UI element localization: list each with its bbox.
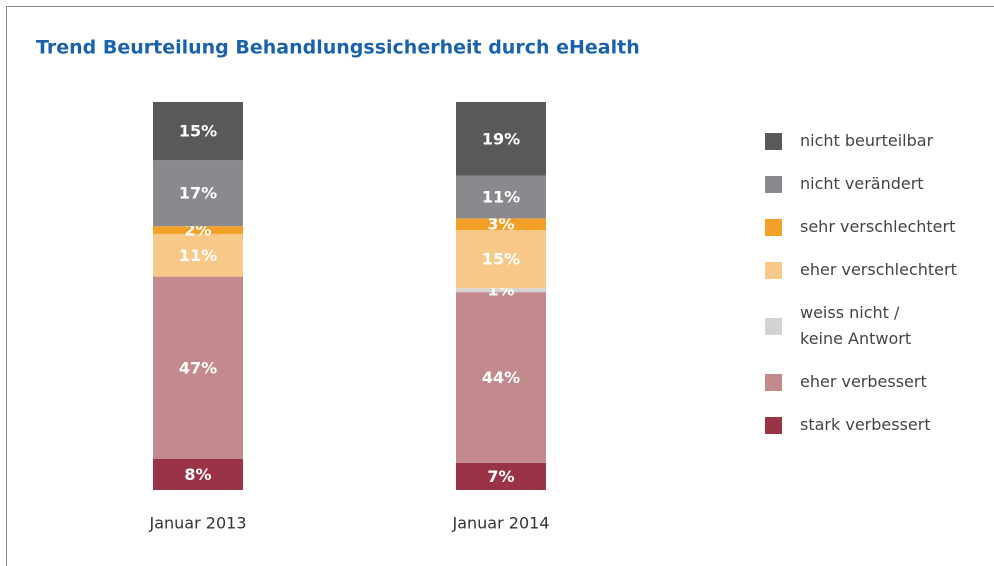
data-label: 8% <box>184 465 211 484</box>
x-tick-label: Januar 2014 <box>452 514 550 533</box>
legend-swatch <box>765 416 782 434</box>
bar-segment <box>456 218 546 231</box>
legend-item: weiss nicht / keine Antwort <box>765 300 957 352</box>
data-label: 17% <box>179 184 217 203</box>
bar-segment <box>456 288 546 293</box>
bar-segment <box>456 292 546 463</box>
data-label: 15% <box>179 122 217 141</box>
bar-segment <box>153 102 243 161</box>
bar-segment <box>456 462 546 490</box>
data-label: 11% <box>179 246 217 265</box>
bar-segment <box>153 226 243 234</box>
legend-item: sehr verschlechtert <box>765 214 957 240</box>
legend-label: sehr verschlechtert <box>800 217 956 236</box>
legend-swatch <box>765 317 782 335</box>
legend-label: nicht beurteilbar <box>800 131 934 150</box>
legend-swatch <box>765 218 782 236</box>
frame <box>6 6 994 566</box>
legend-swatch <box>765 261 782 279</box>
bar-segment <box>153 160 243 227</box>
legend-item: nicht verändert <box>765 171 957 197</box>
legend-swatch <box>765 373 782 391</box>
data-label: 44% <box>482 368 520 387</box>
data-label: 3% <box>487 215 514 234</box>
legend: nicht beurteilbar nicht verändert sehr ver… <box>765 128 957 438</box>
legend-item: stark verbessert <box>765 412 957 438</box>
data-label: 47% <box>179 358 217 377</box>
bar-segment <box>456 102 546 176</box>
legend-item: nicht beurteilbar <box>765 128 957 154</box>
bar-segment <box>153 276 243 459</box>
legend-item: eher verschlechtert <box>765 257 957 283</box>
chart-title: Trend Beurteilung Behandlungssicherheit … <box>36 37 640 59</box>
data-label: 7% <box>487 467 514 486</box>
bar-segment <box>153 458 243 490</box>
legend-swatch <box>765 132 782 150</box>
legend-label: nicht verändert <box>800 174 924 193</box>
data-label: 11% <box>482 188 520 207</box>
bar-segment <box>456 230 546 289</box>
data-label: 15% <box>482 250 520 269</box>
x-tick-label: Januar 2013 <box>149 514 247 533</box>
legend-swatch <box>765 175 782 193</box>
data-label: 19% <box>482 129 520 148</box>
legend-label: eher verbessert <box>800 372 927 391</box>
legend-item: eher verbessert <box>765 369 957 395</box>
bar-segment <box>456 175 546 219</box>
legend-label: stark verbessert <box>800 415 931 434</box>
legend-label: eher verschlechtert <box>800 260 957 279</box>
bar-segment <box>153 233 243 277</box>
legend-label: weiss nicht / keine Antwort <box>800 303 912 348</box>
